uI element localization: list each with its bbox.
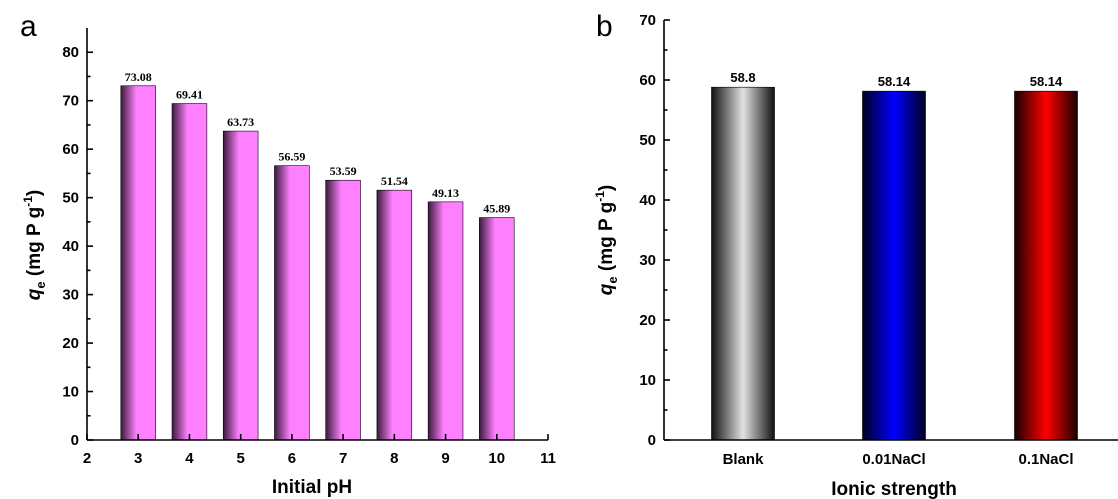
- bar-ph-7: [325, 179, 361, 441]
- axes-b: [663, 19, 1118, 441]
- x-tick-labels-b: Blank 0.01NaCl 0.1NaCl: [723, 451, 1074, 468]
- y-tick-label-b-0: 0: [648, 432, 656, 449]
- y-title-close-b: ): [596, 185, 617, 191]
- svg-text:qe (mg P g-1): qe (mg P g-1): [21, 190, 48, 300]
- svg-text:qe (mg P g-1): qe (mg P g-1): [593, 185, 620, 295]
- x-tick-label-a-2: 2: [83, 450, 91, 467]
- y-title-main-b: q: [596, 283, 617, 295]
- data-label-ph-8: 51.54: [381, 174, 408, 188]
- y-tick-label-b-40: 40: [639, 192, 656, 209]
- x-tick-label-b-1: 0.01NaCl: [862, 451, 925, 468]
- bar-blank: [711, 86, 775, 441]
- y-tick-label-a-40: 40: [62, 238, 79, 255]
- bar-ph-3: [120, 85, 156, 441]
- bar-ph-5: [222, 130, 259, 441]
- y-axis-title-a: qe (mg P g-1): [21, 190, 48, 300]
- data-label-ph-5: 63.73: [227, 115, 254, 129]
- bar-ph-8: [376, 189, 413, 441]
- y-tick-label-b-10: 10: [639, 372, 656, 389]
- data-label-2: 58.14: [1030, 74, 1063, 89]
- bar-ph-4: [171, 103, 208, 441]
- chart-panel-a: a 73.08 69.41 63.73 56.59 53.59 51.54 49.13 45.…: [20, 10, 556, 498]
- y-title-sup-a: -1: [21, 196, 35, 207]
- x-tick-label-a-9: 9: [441, 450, 449, 467]
- bars-a: [120, 85, 515, 441]
- y-tick-label-a-30: 30: [62, 287, 79, 304]
- axes-a: [86, 28, 549, 441]
- y-tick-labels-b: 0 10 20 30 40 50 60 70: [639, 12, 656, 449]
- y-tick-label-a-50: 50: [62, 190, 79, 207]
- y-tick-label-a-80: 80: [62, 44, 79, 61]
- y-title-unit-b: (mg P g: [596, 202, 617, 277]
- data-label-ph-10: 45.89: [483, 202, 510, 216]
- x-tick-label-a-4: 4: [185, 450, 194, 467]
- y-title-sub-a: e: [33, 281, 48, 288]
- x-tick-labels-a: 2 3 4 5 6 7 8 9 10 11: [83, 450, 556, 467]
- y-tick-label-a-0: 0: [71, 432, 79, 449]
- panel-label-b: b: [596, 10, 613, 43]
- x-tick-label-a-6: 6: [288, 450, 296, 467]
- bar-ph-10: [479, 217, 515, 441]
- bars-b: [711, 86, 1078, 441]
- data-label-ph-9: 49.13: [432, 186, 459, 200]
- data-label-ph-6: 56.59: [278, 150, 305, 164]
- data-label-ph-7: 53.59: [330, 164, 357, 178]
- chart-panel-b: b 58.8 58.14 58.14 0 10 20 30 40 50 60 70 Blank 0.…: [593, 10, 1118, 499]
- y-tick-label-a-60: 60: [62, 141, 79, 158]
- x-tick-label-a-5: 5: [236, 450, 244, 467]
- y-tick-label-b-20: 20: [639, 312, 656, 329]
- y-tick-label-a-20: 20: [62, 335, 79, 352]
- y-tick-label-a-10: 10: [62, 384, 79, 401]
- data-label-ph-4: 69.41: [176, 88, 203, 102]
- y-axis-title-b: qe (mg P g-1): [593, 185, 620, 295]
- y-tick-label-b-60: 60: [639, 72, 656, 89]
- bar-ph-6: [274, 165, 310, 441]
- x-axis-title-a: Initial pH: [272, 477, 352, 498]
- data-label-1: 58.14: [878, 74, 911, 89]
- y-title-main-a: q: [24, 288, 45, 300]
- y-title-sub-b: e: [605, 276, 620, 283]
- x-tick-label-a-8: 8: [390, 450, 398, 467]
- y-tick-label-b-30: 30: [639, 252, 656, 269]
- x-tick-label-b-2: 0.1NaCl: [1018, 451, 1073, 468]
- y-tick-labels-a: 0 10 20 30 40 50 60 70 80: [62, 44, 79, 449]
- x-tick-label-a-10: 10: [488, 450, 505, 467]
- x-axis-title-b: Ionic strength: [831, 479, 957, 499]
- y-tick-label-b-50: 50: [639, 132, 656, 149]
- y-title-unit-a: (mg P g: [24, 207, 45, 282]
- x-tick-label-a-7: 7: [339, 450, 347, 467]
- y-tick-label-a-70: 70: [62, 93, 79, 110]
- bar-0-1nacl: [1014, 90, 1078, 441]
- y-tick-label-b-70: 70: [639, 12, 656, 29]
- panel-label-a: a: [20, 10, 37, 43]
- data-labels-a: 73.08 69.41 63.73 56.59 53.59 51.54 49.13 45.89: [125, 70, 511, 216]
- y-title-close-a: ): [24, 190, 45, 196]
- data-labels-b: 58.8 58.14 58.14: [730, 70, 1063, 89]
- bar-ph-9: [427, 201, 464, 441]
- x-tick-label-b-0: Blank: [723, 451, 765, 468]
- x-tick-label-a-3: 3: [134, 450, 142, 467]
- x-tick-label-a-11: 11: [540, 450, 556, 467]
- y-title-sup-b: -1: [593, 191, 607, 202]
- data-label-ph-3: 73.08: [125, 70, 152, 84]
- bar-0-01nacl: [862, 90, 926, 441]
- data-label-0: 58.8: [730, 70, 755, 85]
